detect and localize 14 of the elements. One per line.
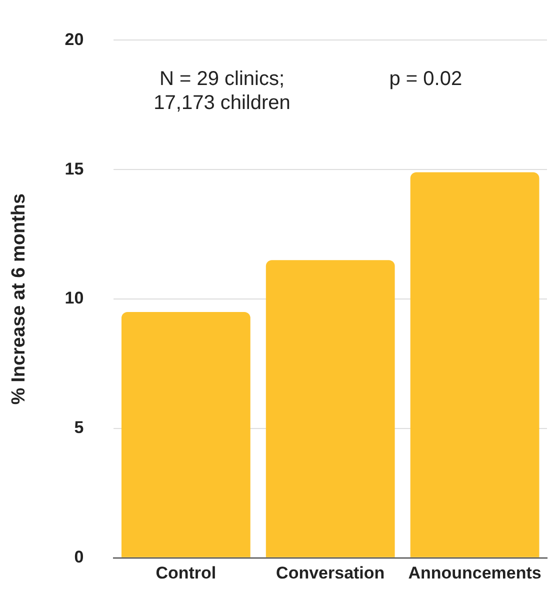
bar xyxy=(121,312,250,558)
bar xyxy=(410,172,540,558)
annotation: p = 0.02 xyxy=(389,68,462,90)
y-axis-title: % Increase at 6 months xyxy=(8,193,30,405)
y-tick-label: 20 xyxy=(64,30,84,49)
y-tick-label: 5 xyxy=(74,418,84,438)
y-tick-label: 0 xyxy=(74,547,84,566)
y-tick-label: 10 xyxy=(64,288,84,308)
x-tick-label: Announcements xyxy=(408,564,542,583)
annotation: N = 29 clinics; 17,173 children xyxy=(154,68,290,114)
x-tick-label: Conversation xyxy=(276,564,385,583)
x-tick-label: Control xyxy=(156,564,216,583)
bar xyxy=(266,260,395,558)
y-tick-label: 15 xyxy=(64,159,84,178)
